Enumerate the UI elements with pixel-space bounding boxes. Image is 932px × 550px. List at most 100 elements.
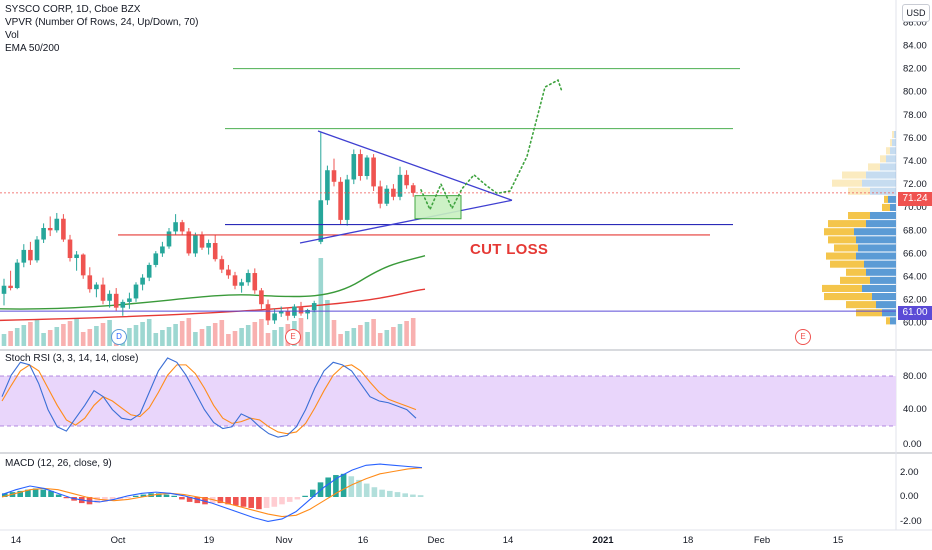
- indicator-vpvr[interactable]: VPVR (Number Of Rows, 24, Up/Down, 70): [5, 17, 199, 28]
- macd-histogram-bar: [186, 497, 193, 502]
- volume-bar: [47, 330, 53, 346]
- earnings-marker[interactable]: E: [285, 329, 301, 345]
- candle-body: [34, 239, 40, 261]
- macd-histogram-bar: [140, 494, 147, 497]
- candle-body: [331, 170, 337, 182]
- macd-histogram-bar: [294, 497, 301, 500]
- candle-body: [160, 246, 165, 254]
- candle-body: [28, 249, 33, 261]
- volume-bar: [212, 323, 218, 346]
- volume-bar: [272, 330, 277, 346]
- price-axis-label: 66.00: [903, 248, 927, 259]
- volume-profile-row: [842, 171, 866, 179]
- volume-profile-row: [840, 276, 870, 284]
- stoch-d-line: [1, 364, 417, 435]
- candle-body: [219, 259, 225, 270]
- volume-profile-row: [848, 187, 870, 195]
- macd-axis-label: -2.00: [900, 516, 922, 527]
- macd-histogram-bar: [410, 494, 416, 497]
- time-axis-label: 2021: [592, 535, 614, 546]
- time-axis-label: Nov: [276, 535, 293, 546]
- ema50-line: [0, 255, 426, 310]
- candle-body: [47, 227, 53, 231]
- macd-histogram-bar: [156, 493, 162, 497]
- volume-bar: [226, 334, 231, 346]
- volume-profile-row: [826, 252, 856, 260]
- stoch-rsi-label[interactable]: Stoch RSI (3, 3, 14, 14, close): [5, 353, 139, 364]
- entry-zone-box: [414, 195, 462, 220]
- volume-bar: [377, 333, 383, 346]
- volume-profile-row: [862, 284, 896, 292]
- volume-profile-row: [882, 309, 896, 317]
- volume-bar: [344, 331, 350, 346]
- macd-histogram-bar: [394, 492, 401, 497]
- volume-profile-row: [834, 244, 858, 252]
- candle-body: [285, 311, 291, 316]
- macd-axis-label: 2.00: [900, 467, 919, 478]
- macd-histogram-bar: [286, 497, 293, 502]
- volume-profile-row: [846, 301, 876, 309]
- macd-histogram-bar: [402, 493, 408, 497]
- macd-histogram-bar: [371, 487, 378, 497]
- volume-bar: [67, 321, 73, 346]
- earnings-marker-upcoming[interactable]: E: [795, 329, 811, 345]
- candle-body: [325, 170, 330, 201]
- candle-body: [14, 262, 20, 289]
- candle-body: [338, 181, 343, 220]
- macd-histogram-bar: [171, 495, 177, 497]
- volume-bar: [232, 331, 238, 346]
- macd-label[interactable]: MACD (12, 26, close, 9): [5, 458, 112, 469]
- current-price-tag: 71.24: [898, 192, 932, 206]
- indicator-vol[interactable]: Vol: [5, 30, 19, 41]
- volume-bar: [14, 328, 20, 346]
- volume-bar: [54, 327, 60, 346]
- time-axis-label: 19: [204, 535, 215, 546]
- candle-body: [166, 231, 172, 247]
- volume-bar: [61, 324, 66, 346]
- price-axis-label: 82.00: [903, 64, 927, 75]
- candle-body: [67, 239, 73, 259]
- volume-bar: [371, 319, 376, 346]
- macd-line: [1, 463, 423, 522]
- support-price-tag: 61.00: [898, 306, 932, 320]
- candle-body: [140, 277, 145, 285]
- candle-body: [371, 157, 376, 187]
- macd-histogram-bar: [2, 493, 8, 497]
- price-axis-label: 70.00: [903, 202, 927, 213]
- candle-body: [113, 293, 119, 308]
- volume-bar: [239, 328, 244, 346]
- macd-histogram-bar: [217, 497, 224, 504]
- volume-profile-row: [846, 268, 866, 276]
- macd-histogram-bar: [248, 497, 254, 508]
- candle-body: [173, 222, 178, 232]
- candle-body: [133, 284, 139, 299]
- volume-bar: [146, 319, 152, 346]
- macd-histogram-bar: [132, 495, 139, 497]
- dividend-marker[interactable]: D: [111, 329, 127, 345]
- macd-histogram-bar: [225, 497, 231, 505]
- indicator-ema[interactable]: EMA 50/200: [5, 43, 60, 54]
- volume-bar: [160, 330, 165, 346]
- macd-histogram-bar: [233, 497, 239, 506]
- candle-body: [358, 154, 363, 177]
- candle-body: [1, 285, 7, 294]
- price-axis-label: 68.00: [903, 225, 927, 236]
- volume-profile-row: [886, 147, 890, 155]
- symbol-title[interactable]: SYSCO CORP, 1D, Cboe BZX: [5, 4, 141, 15]
- macd-histogram-bar: [271, 497, 278, 507]
- candle-body: [41, 227, 46, 240]
- macd-histogram-bar: [55, 494, 62, 497]
- macd-histogram-bar: [302, 495, 308, 497]
- candle-body: [265, 304, 271, 321]
- macd-histogram-bar: [25, 489, 31, 497]
- macd-histogram-bar: [94, 497, 100, 504]
- price-axis-label: 84.00: [903, 40, 927, 51]
- time-axis-label: 16: [358, 535, 369, 546]
- currency-button[interactable]: USD: [902, 4, 930, 22]
- volume-profile-row: [888, 195, 896, 203]
- candle-body: [259, 290, 264, 305]
- price-axis-label: 76.00: [903, 133, 927, 144]
- volume-bar: [41, 333, 46, 346]
- volume-profile-row: [864, 260, 896, 268]
